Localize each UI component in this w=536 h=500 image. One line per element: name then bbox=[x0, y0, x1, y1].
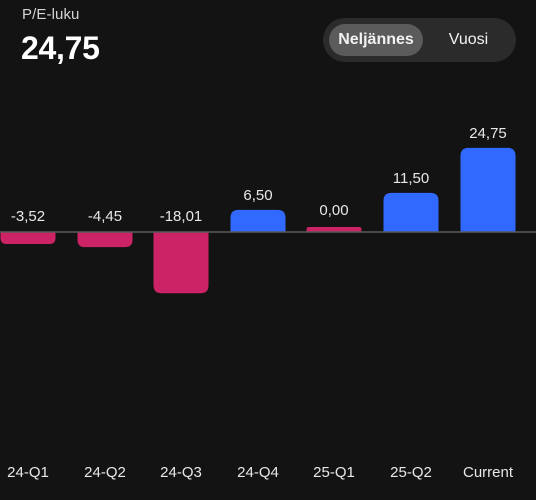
bar-25-q2[interactable] bbox=[383, 192, 439, 232]
category-label-25-q1: 25-Q1 bbox=[313, 464, 355, 481]
metric-value: 24,75 bbox=[21, 30, 100, 66]
toggle-quarter-button[interactable]: Neljännes bbox=[329, 24, 423, 56]
bar-24-q3[interactable] bbox=[153, 232, 209, 294]
value-label-24-q4: 6,50 bbox=[243, 187, 272, 204]
value-label-current: 24,75 bbox=[469, 125, 507, 142]
category-label-24-q2: 24-Q2 bbox=[84, 464, 126, 481]
value-label-24-q1: -3,52 bbox=[11, 208, 45, 225]
category-label-current: Current bbox=[463, 464, 514, 481]
value-label-25-q2: 11,50 bbox=[393, 170, 429, 187]
metric-label: P/E-luku bbox=[22, 6, 80, 23]
category-label-24-q1: 24-Q1 bbox=[7, 464, 49, 481]
bar-24-q4[interactable] bbox=[230, 209, 286, 232]
value-label-24-q2: -4,45 bbox=[88, 208, 122, 225]
bar-24-q1[interactable] bbox=[0, 232, 56, 244]
period-toggle: Neljännes Vuosi bbox=[323, 18, 516, 62]
toggle-year-button[interactable]: Vuosi bbox=[448, 31, 489, 48]
bar-24-q2[interactable] bbox=[77, 232, 133, 248]
value-label-24-q3: -18,01 bbox=[160, 208, 203, 225]
category-label-24-q4: 24-Q4 bbox=[237, 464, 279, 481]
category-label-25-q2: 25-Q2 bbox=[390, 464, 432, 481]
bar-current[interactable] bbox=[460, 147, 516, 232]
value-label-25-q1: 0,00 bbox=[319, 202, 348, 219]
category-label-24-q3: 24-Q3 bbox=[160, 464, 202, 481]
bar-25-q1[interactable] bbox=[306, 227, 362, 232]
